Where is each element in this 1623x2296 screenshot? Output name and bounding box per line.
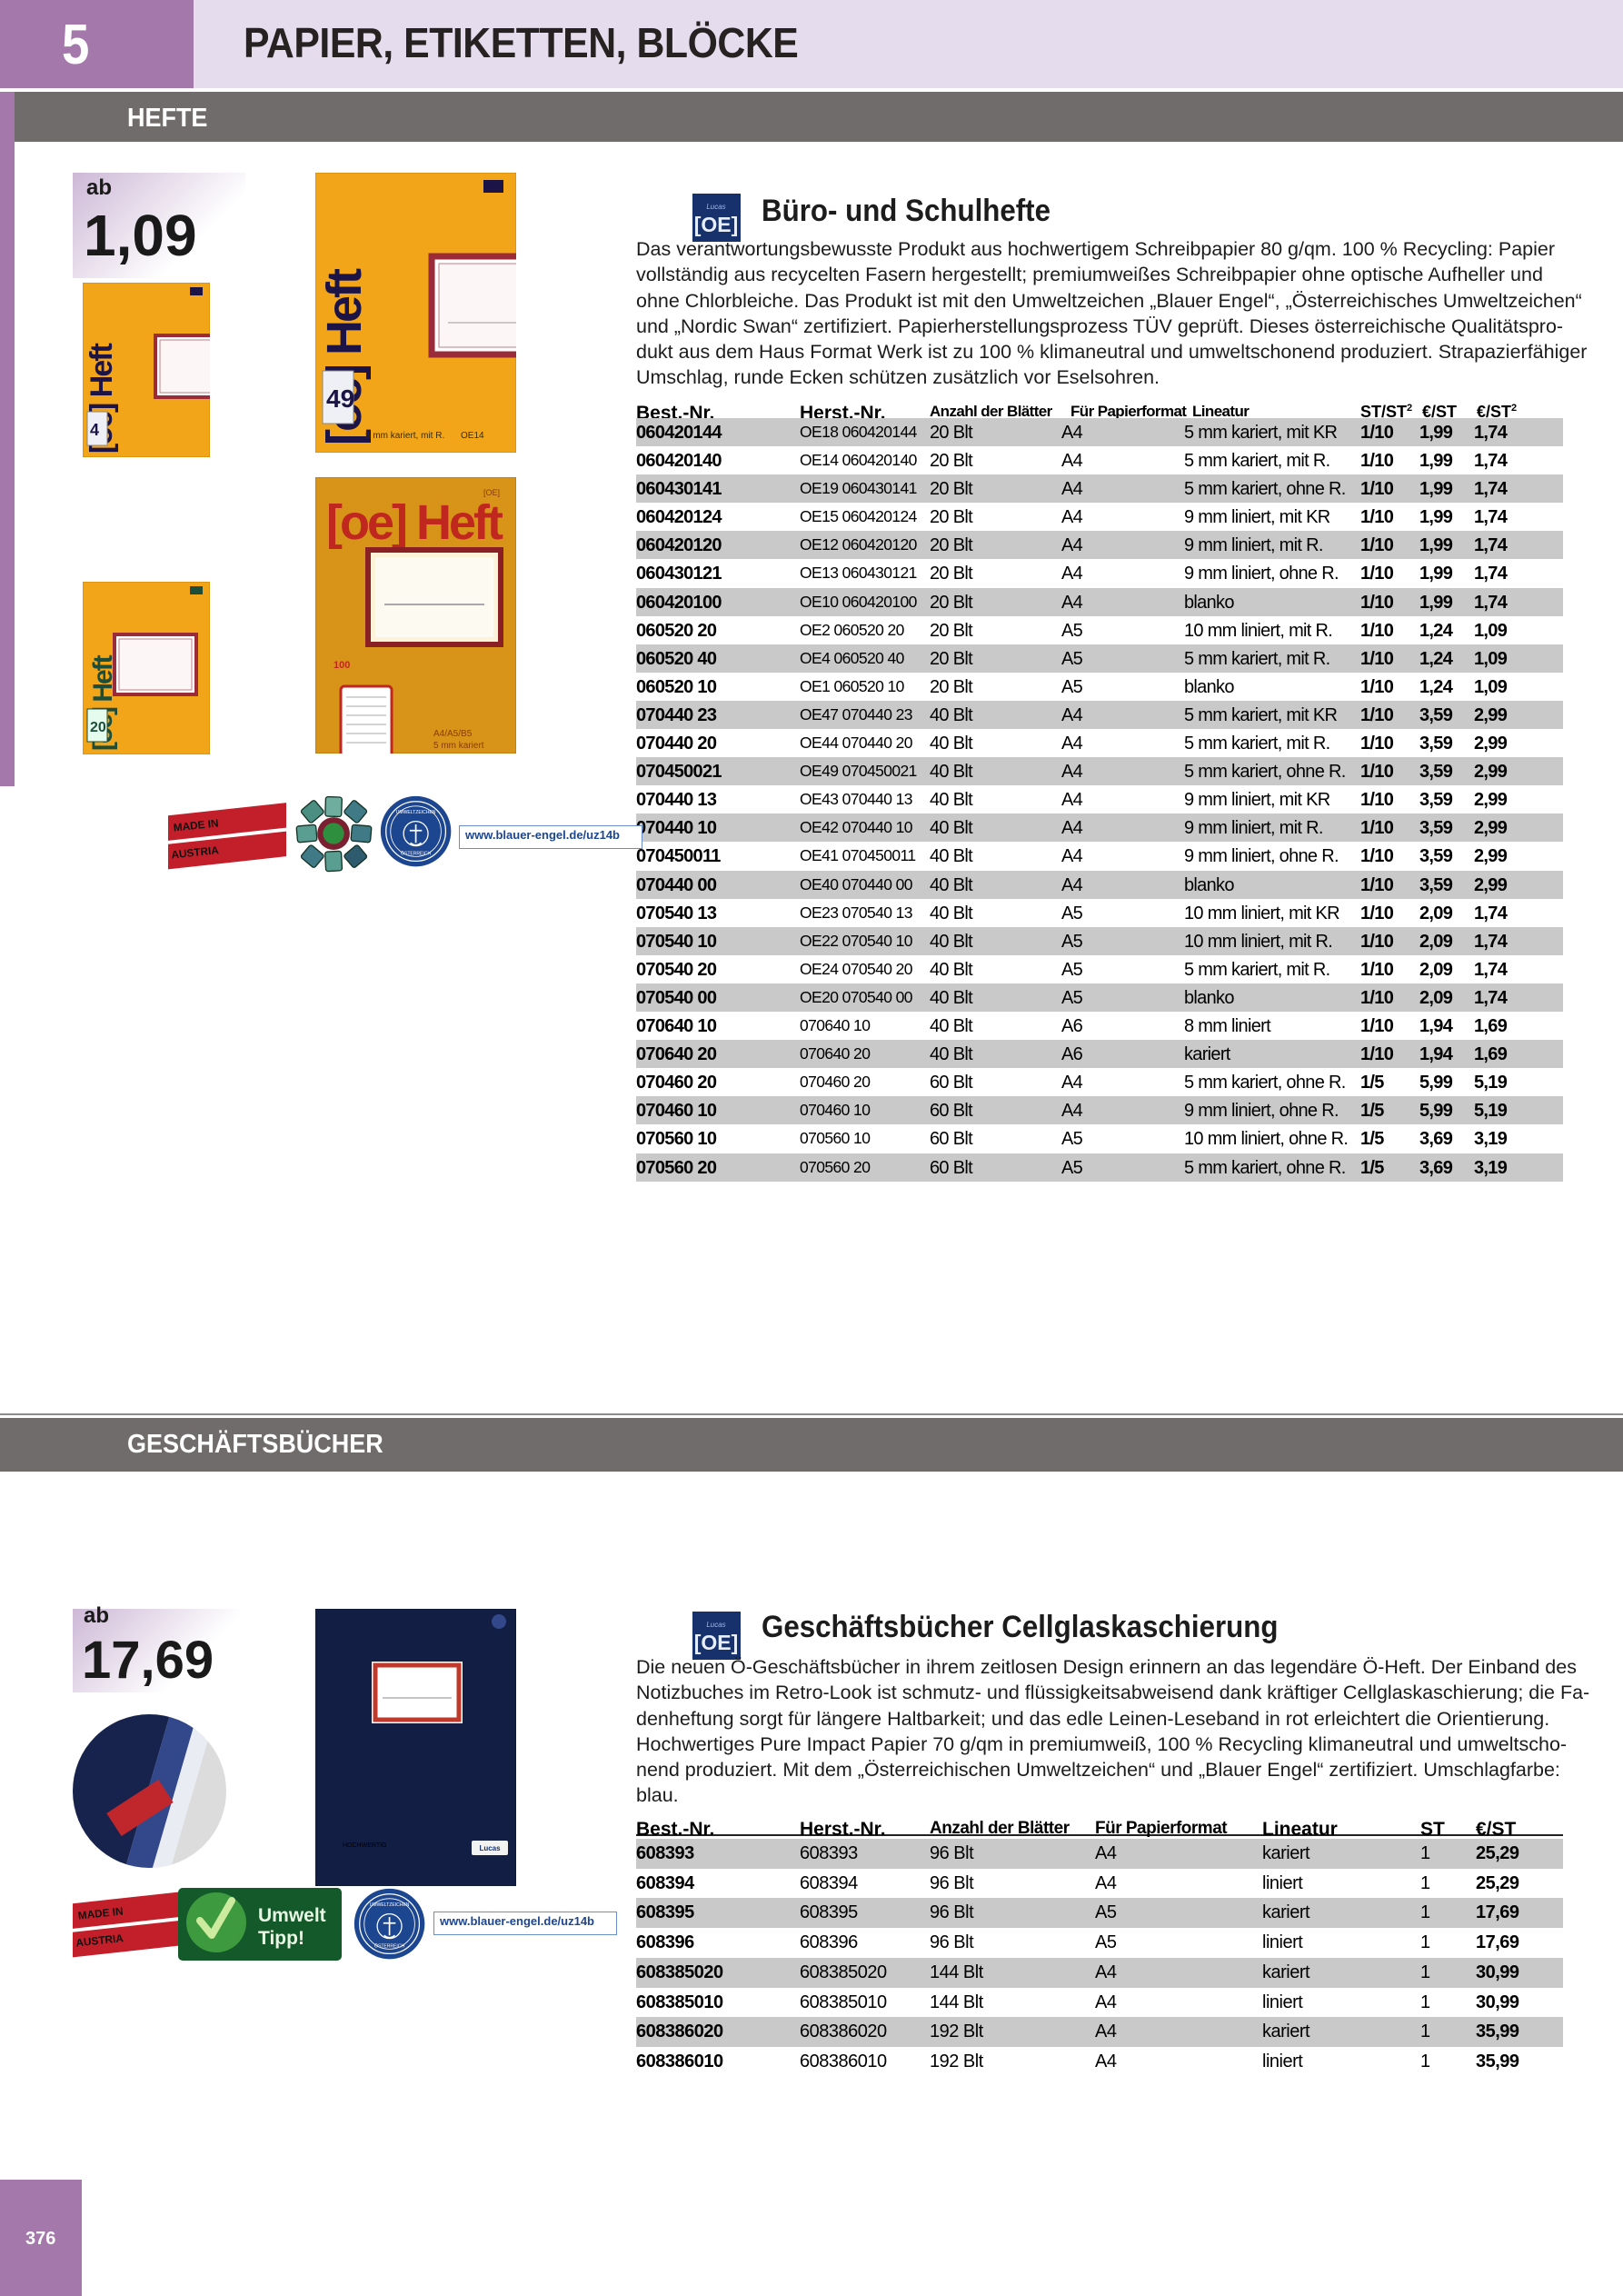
svg-text:Lucas: Lucas <box>479 1844 501 1852</box>
svg-text:4: 4 <box>90 421 99 439</box>
svg-text:[OE]: [OE] <box>483 488 500 497</box>
svg-text:100: 100 <box>334 660 350 671</box>
svg-text:UMWELTZEICHEN: UMWELTZEICHEN <box>396 810 436 815</box>
svg-text:UMWELTZEICHEN: UMWELTZEICHEN <box>370 1902 410 1908</box>
svg-text:49: 49 <box>326 384 354 413</box>
svg-text:20: 20 <box>90 720 106 735</box>
svg-text:ÖSTERREICH: ÖSTERREICH <box>374 1943 404 1950</box>
svg-text:ÖSTERREICH: ÖSTERREICH <box>401 851 431 857</box>
svg-text:5 mm kariert: 5 mm kariert <box>433 741 484 751</box>
svg-text:[OE]: [OE] <box>694 1631 739 1654</box>
svg-text:Tipp!: Tipp! <box>258 1928 304 1949</box>
svg-text:Lucas: Lucas <box>706 1621 725 1629</box>
svg-text:Umwelt: Umwelt <box>258 1905 326 1926</box>
svg-text:Lucas: Lucas <box>706 203 725 211</box>
svg-text:[OE]: [OE] <box>694 213 739 236</box>
svg-text:[oe] Heft: [oe] Heft <box>326 495 503 550</box>
svg-text:HOCHWERTIG: HOCHWERTIG <box>343 1842 386 1849</box>
svg-text:A4/A5/B5: A4/A5/B5 <box>433 729 473 739</box>
svg-text:OE14: OE14 <box>461 431 484 441</box>
svg-text:5 mm kariert, mit R.: 5 mm kariert, mit R. <box>365 431 444 441</box>
